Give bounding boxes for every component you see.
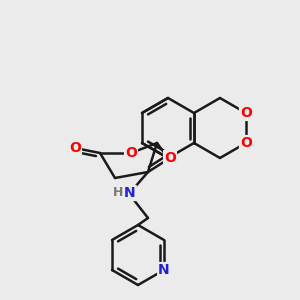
Text: N: N [158, 263, 170, 277]
Text: O: O [164, 151, 176, 165]
Text: O: O [125, 146, 137, 160]
Text: H: H [113, 187, 123, 200]
Text: N: N [124, 186, 136, 200]
Text: O: O [240, 106, 252, 120]
Text: O: O [69, 141, 81, 155]
Text: O: O [240, 136, 252, 150]
